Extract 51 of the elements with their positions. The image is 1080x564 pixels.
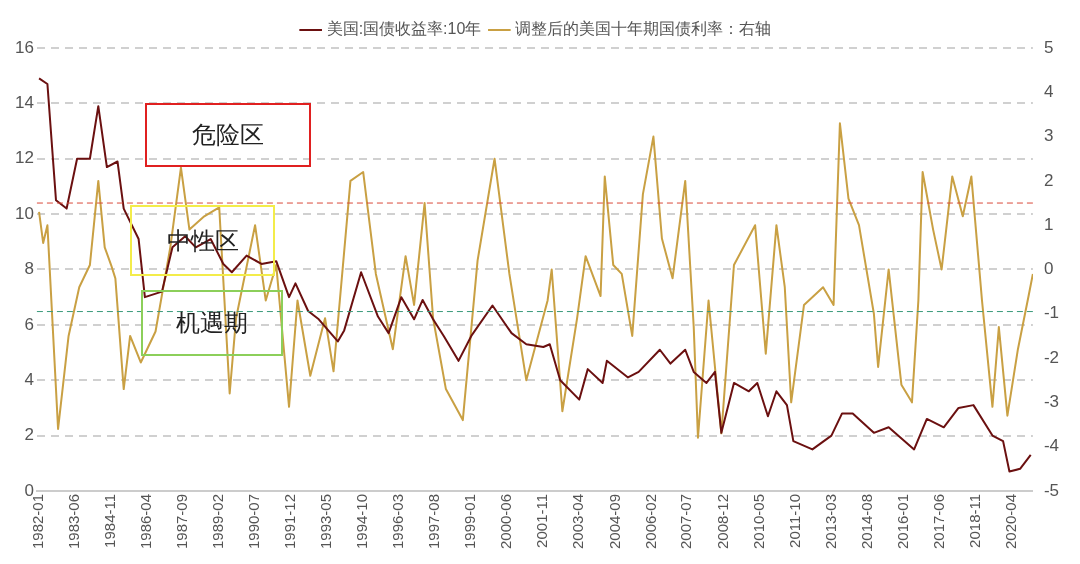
- x-tick-label: 1984-11: [101, 493, 119, 548]
- x-tick-label: 2018-11: [965, 493, 983, 548]
- x-tick-label: 2004-09: [605, 493, 623, 550]
- x-tick-label: 1993-05: [317, 493, 335, 550]
- x-tick-label: 2013-03: [821, 493, 839, 550]
- x-tick-label: 1999-01: [461, 493, 479, 550]
- x-tick-label: 2017-06: [929, 493, 947, 550]
- x-tick-label: 2010-05: [749, 493, 767, 550]
- x-tick-label: 1991-12: [281, 493, 299, 550]
- y-tick-label: 8: [24, 259, 34, 279]
- y-tick-label: 16: [14, 37, 34, 57]
- x-tick-label: 2011-10: [785, 493, 803, 548]
- x-tick-label: 1997-08: [425, 493, 443, 550]
- y2-tick-label: -1: [1043, 303, 1060, 323]
- outlined-box: 危险区: [145, 103, 311, 167]
- x-tick-label: 1989-02: [209, 493, 227, 550]
- y2-tick-label: -5: [1043, 480, 1060, 500]
- legend-label: 调整后的美国十年期国债利率：右轴: [515, 20, 772, 38]
- y2-tick-label: 1: [1043, 214, 1054, 234]
- x-tick-label: 1994-10: [353, 493, 371, 550]
- y-tick-label: 14: [14, 93, 34, 113]
- x-tick-label: 2016-01: [893, 493, 911, 550]
- y-tick-label: 10: [14, 203, 34, 223]
- x-tick-label: 2007-07: [677, 493, 695, 550]
- x-tick-label: 1996-03: [389, 493, 407, 550]
- y2-tick-label: -4: [1043, 436, 1060, 456]
- y-tick-label: 6: [24, 314, 34, 334]
- x-tick-label: 1990-07: [245, 493, 263, 550]
- y2-tick-label: 0: [1043, 259, 1054, 279]
- y2-tick-label: -2: [1043, 347, 1060, 367]
- annotation: 危险区: [192, 120, 264, 151]
- x-tick-label: 2006-02: [641, 493, 659, 550]
- y2-tick-label: 3: [1043, 126, 1054, 146]
- y2-tick-label: 4: [1043, 81, 1054, 101]
- x-tick-label: 1986-04: [137, 493, 155, 550]
- x-tick-label: 2003-04: [569, 493, 587, 550]
- legend-label: 美国:国债收益率:10年: [326, 20, 482, 38]
- x-tick-label: 2008-12: [713, 493, 731, 550]
- x-tick-label: 2020-04: [1001, 493, 1019, 550]
- x-tick-label: 2014-08: [857, 493, 875, 550]
- y2-tick-label: 2: [1043, 170, 1054, 190]
- x-tick-label: 2000-06: [497, 493, 515, 550]
- y2-tick-label: -3: [1043, 392, 1060, 412]
- x-tick-label: 1987-09: [173, 493, 191, 550]
- y-tick-label: 12: [14, 148, 34, 168]
- y2-tick-label: 5: [1043, 37, 1054, 57]
- y-tick-label: 2: [24, 425, 34, 445]
- y-tick-label: 0: [24, 480, 34, 500]
- x-tick-label: 1983-06: [65, 493, 83, 550]
- x-tick-label: 2001-11: [533, 493, 551, 548]
- y-tick-label: 4: [24, 369, 34, 389]
